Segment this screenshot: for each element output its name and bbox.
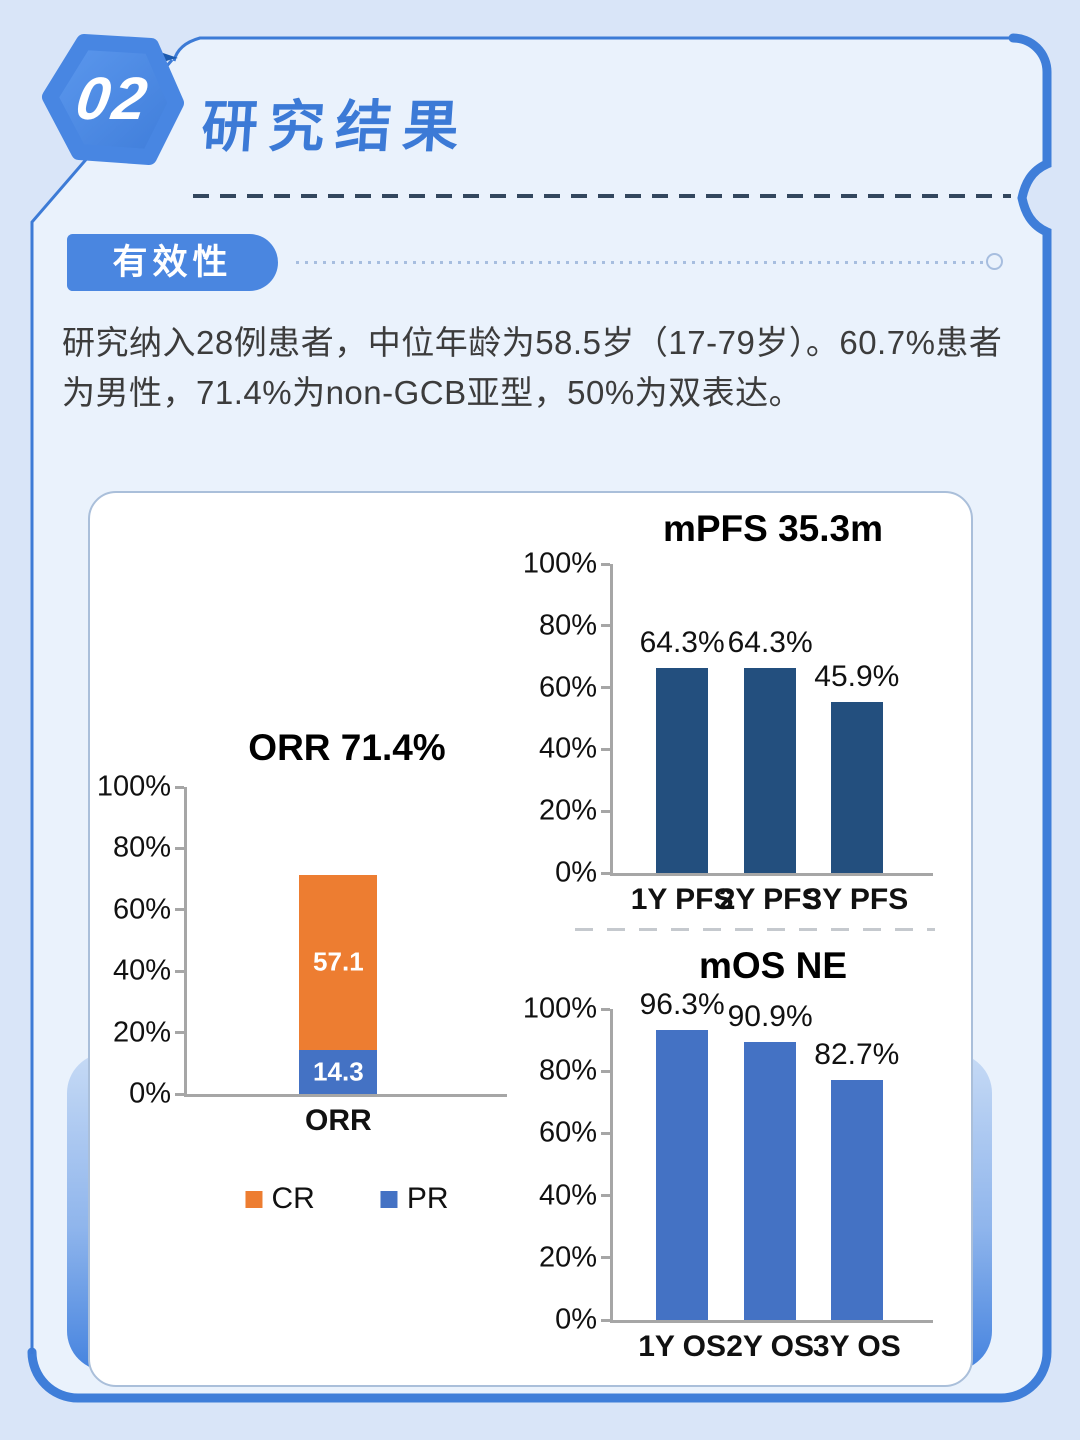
y-tick-mark	[601, 1318, 610, 1322]
y-tick-label: 0%	[129, 1077, 171, 1110]
y-tick-label: 0%	[555, 856, 597, 889]
legend: CR PR	[245, 1182, 449, 1216]
category-label: 2Y PFS	[718, 883, 822, 916]
bar: 14.3 57.1	[299, 787, 378, 1094]
legend-swatch	[380, 1190, 398, 1208]
y-tick-mark	[601, 624, 610, 628]
section-number: 02	[71, 65, 155, 132]
dotted-line-end-circle-icon	[986, 253, 1003, 270]
y-tick-mark	[601, 747, 610, 751]
category-label: ORR	[305, 1104, 372, 1137]
category-label: 2Y OS	[726, 1330, 815, 1363]
y-tick-mark	[175, 1031, 184, 1035]
y-tick-mark	[601, 1131, 610, 1135]
orr-chart-title: ORR 71.4%	[248, 727, 446, 768]
y-tick-label: 40%	[538, 732, 597, 765]
y-tick-mark	[601, 1069, 610, 1073]
bar-value-label: 45.9%	[814, 660, 900, 694]
chart-card: ORR 71.4% 100% 80% 60% 40% 20% 0% 14.3 57.1 ORR C…	[88, 491, 973, 1387]
intro-line-1: 研究纳入28例患者，中位年龄为58.5岁（17-79岁）。60.7%患者	[62, 324, 1003, 361]
y-tick-mark	[601, 686, 610, 690]
bar	[656, 668, 709, 873]
pfs-chart-title: mPFS 35.3m	[662, 508, 884, 549]
legend-swatch	[245, 1190, 263, 1208]
y-tick-mark	[175, 846, 184, 850]
panel-border-right-bottom	[27, 33, 1052, 1403]
category-label: 1Y OS	[638, 1330, 727, 1363]
bar	[830, 1079, 883, 1320]
bar-value-label: 64.3%	[639, 626, 725, 660]
bar-value-label: 64.3%	[727, 626, 813, 660]
os-chart: mOS NE 100% 80% 60% 40% 20% 0% 96.3% 1Y OS 90.9%…	[523, 945, 933, 1363]
y-tick-label: 20%	[538, 1241, 597, 1274]
y-tick-mark	[175, 1092, 184, 1096]
legend-label: CR	[271, 1182, 315, 1215]
intro-paragraph: 研究纳入28例患者，中位年龄为58.5岁（17-79岁）。60.7%患者 为男性…	[62, 318, 1002, 418]
y-tick-mark	[175, 969, 184, 973]
segment-value-label: 57.1	[313, 946, 364, 977]
y-tick-mark	[601, 871, 610, 875]
bar-value-label: 90.9%	[727, 999, 813, 1033]
y-tick-label: 60%	[538, 671, 597, 704]
bar-segment-pr: 14.3	[299, 1050, 378, 1094]
y-tick-label: 60%	[538, 1116, 597, 1149]
os-chart-title: mOS NE	[698, 945, 848, 986]
y-tick-label: 100%	[522, 547, 597, 580]
y-tick-label: 100%	[96, 770, 171, 803]
y-tick-label: 80%	[112, 831, 171, 864]
bar	[744, 668, 797, 873]
y-tick-label: 100%	[522, 992, 597, 1025]
legend-item: PR	[380, 1182, 449, 1216]
bar-segment-cr: 57.1	[299, 874, 378, 1051]
y-tick-mark	[601, 809, 610, 813]
category-label: 3Y OS	[812, 1330, 901, 1363]
orr-chart: ORR 71.4% 100% 80% 60% 40% 20% 0% 14.3 57.1 ORR C…	[97, 727, 507, 1215]
y-tick-label: 20%	[538, 794, 597, 827]
bar	[830, 702, 883, 873]
y-tick-label: 80%	[538, 1054, 597, 1087]
y-tick-mark	[601, 562, 610, 566]
bar-value-label: 82.7%	[814, 1037, 900, 1071]
bar	[744, 1041, 797, 1320]
segment-value-label: 14.3	[313, 1056, 364, 1087]
bar-value-label: 96.3%	[639, 988, 725, 1022]
y-tick-mark	[175, 908, 184, 912]
y-tick-label: 80%	[538, 609, 597, 642]
efficacy-tab: 有效性	[67, 234, 278, 291]
y-tick-label: 0%	[555, 1303, 597, 1336]
y-tick-mark	[601, 1007, 610, 1011]
pfs-chart: mPFS 35.3m 100% 80% 60% 40% 20% 0% 64.3% 1Y PFS…	[523, 508, 933, 916]
legend-label: PR	[406, 1182, 449, 1215]
intro-line-2: 为男性，71.4%为non-GCB亚型，50%为双表达。	[62, 374, 803, 411]
dotted-connector-line	[296, 261, 984, 264]
y-tick-label: 20%	[112, 1016, 171, 1049]
bar	[656, 1030, 709, 1320]
legend-item: CR	[245, 1182, 315, 1216]
page-title: 研究结果	[199, 95, 472, 158]
header-dashed-line	[193, 194, 1011, 198]
y-tick-label: 40%	[538, 1179, 597, 1212]
y-tick-mark	[601, 1256, 610, 1260]
y-tick-label: 60%	[112, 893, 171, 926]
y-tick-mark	[175, 785, 184, 789]
y-tick-label: 40%	[112, 954, 171, 987]
category-label: 1Y PFS	[630, 883, 734, 916]
category-label: 3Y PFS	[805, 883, 909, 916]
y-tick-mark	[601, 1194, 610, 1198]
dashed-divider	[575, 928, 935, 931]
hexagon-badge-icon	[42, 34, 184, 165]
